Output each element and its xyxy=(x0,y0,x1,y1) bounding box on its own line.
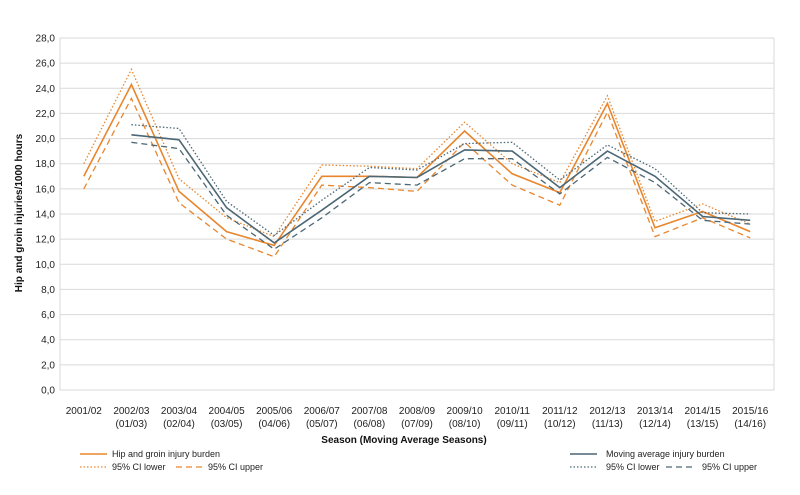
x-tick-label: 2010/11 xyxy=(494,406,530,417)
x-axis-title: Season (Moving Average Seasons) xyxy=(321,435,486,446)
series-line xyxy=(131,134,751,244)
x-tick-labels: 2001/02 2002/03 (01/03) 2003/04 (02/04) 2004/… xyxy=(66,406,769,430)
x-tick-label: 2005/06 xyxy=(256,406,293,417)
series-line xyxy=(131,141,751,250)
plot-border xyxy=(59,37,775,391)
x-tick-label: 2006/07 xyxy=(304,406,341,417)
x-tick-label: 2003/04 xyxy=(161,406,198,417)
legend-label: Hip and groin injury burden xyxy=(112,449,220,459)
x-tick-label: 2011/12 xyxy=(542,406,578,417)
y-tick-label: 8,0 xyxy=(41,285,55,296)
x-tick-label: 2002/03 xyxy=(113,406,150,417)
y-tick-label: 14,0 xyxy=(36,210,56,221)
x-tick-label: 2004/05 xyxy=(209,406,246,417)
y-tick-label: 20,0 xyxy=(36,134,56,145)
y-tick-label: 6,0 xyxy=(41,310,55,321)
x-tick-sublabel: (08/10) xyxy=(449,419,481,430)
y-tick-labels: 0,0 2,0 4,0 6,0 8,0 10,0 12,0 14,0 16,0 18,0 20,0 2… xyxy=(36,34,56,397)
gridlines xyxy=(59,37,775,391)
legend-label: 95% CI lower xyxy=(112,462,166,472)
y-tick-label: 4,0 xyxy=(41,335,55,346)
x-tick-label: 2013/14 xyxy=(637,406,674,417)
y-tick-label: 28,0 xyxy=(36,34,56,45)
legend-label: Moving average injury burden xyxy=(606,449,725,459)
x-tick-label: 2007/08 xyxy=(351,406,388,417)
y-tick-label: 24,0 xyxy=(36,84,56,95)
y-tick-label: 22,0 xyxy=(36,109,56,120)
legend-label: 95% CI upper xyxy=(208,462,263,472)
y-tick-label: 18,0 xyxy=(36,159,56,170)
series-line xyxy=(131,124,751,237)
y-tick-label: 26,0 xyxy=(36,59,56,70)
x-tick-sublabel: (05/07) xyxy=(306,419,338,430)
x-tick-sublabel: (03/05) xyxy=(211,419,243,430)
legend-label: 95% CI upper xyxy=(702,462,757,472)
x-tick-sublabel: (13/15) xyxy=(687,419,719,430)
x-tick-label: 2014/15 xyxy=(685,406,722,417)
y-tick-label: 12,0 xyxy=(36,235,56,246)
x-tick-sublabel: (02/04) xyxy=(163,419,195,430)
x-tick-sublabel: (12/14) xyxy=(639,419,671,430)
x-tick-label: 2015/16 xyxy=(732,406,769,417)
x-tick-sublabel: (07/09) xyxy=(401,419,433,430)
x-tick-sublabel: (11/13) xyxy=(592,419,623,430)
x-tick-label: 2001/02 xyxy=(66,406,103,417)
y-tick-label: 16,0 xyxy=(36,184,56,195)
y-axis-title: Hip and groin injuries/1000 hours xyxy=(14,133,25,292)
x-tick-sublabel: (01/03) xyxy=(116,419,148,430)
y-tick-label: 0,0 xyxy=(41,386,55,397)
x-tick-sublabel: (14/16) xyxy=(734,419,766,430)
legend-label: 95% CI lower xyxy=(606,462,660,472)
x-tick-label: 2008/09 xyxy=(399,406,436,417)
x-tick-sublabel: (10/12) xyxy=(544,419,576,430)
x-tick-sublabel: (09/11) xyxy=(497,419,528,430)
x-tick-label: 2009/10 xyxy=(447,406,484,417)
x-tick-sublabel: (04/06) xyxy=(258,419,290,430)
series-line xyxy=(83,82,751,247)
y-tick-label: 2,0 xyxy=(41,360,55,371)
legend: Hip and groin injury burden 95% CI lower 9… xyxy=(80,449,757,472)
series-line xyxy=(83,67,751,238)
x-tick-label: 2012/13 xyxy=(589,406,626,417)
series-lines xyxy=(83,67,751,258)
y-tick-label: 10,0 xyxy=(36,260,56,271)
x-tick-sublabel: (06/08) xyxy=(354,419,386,430)
